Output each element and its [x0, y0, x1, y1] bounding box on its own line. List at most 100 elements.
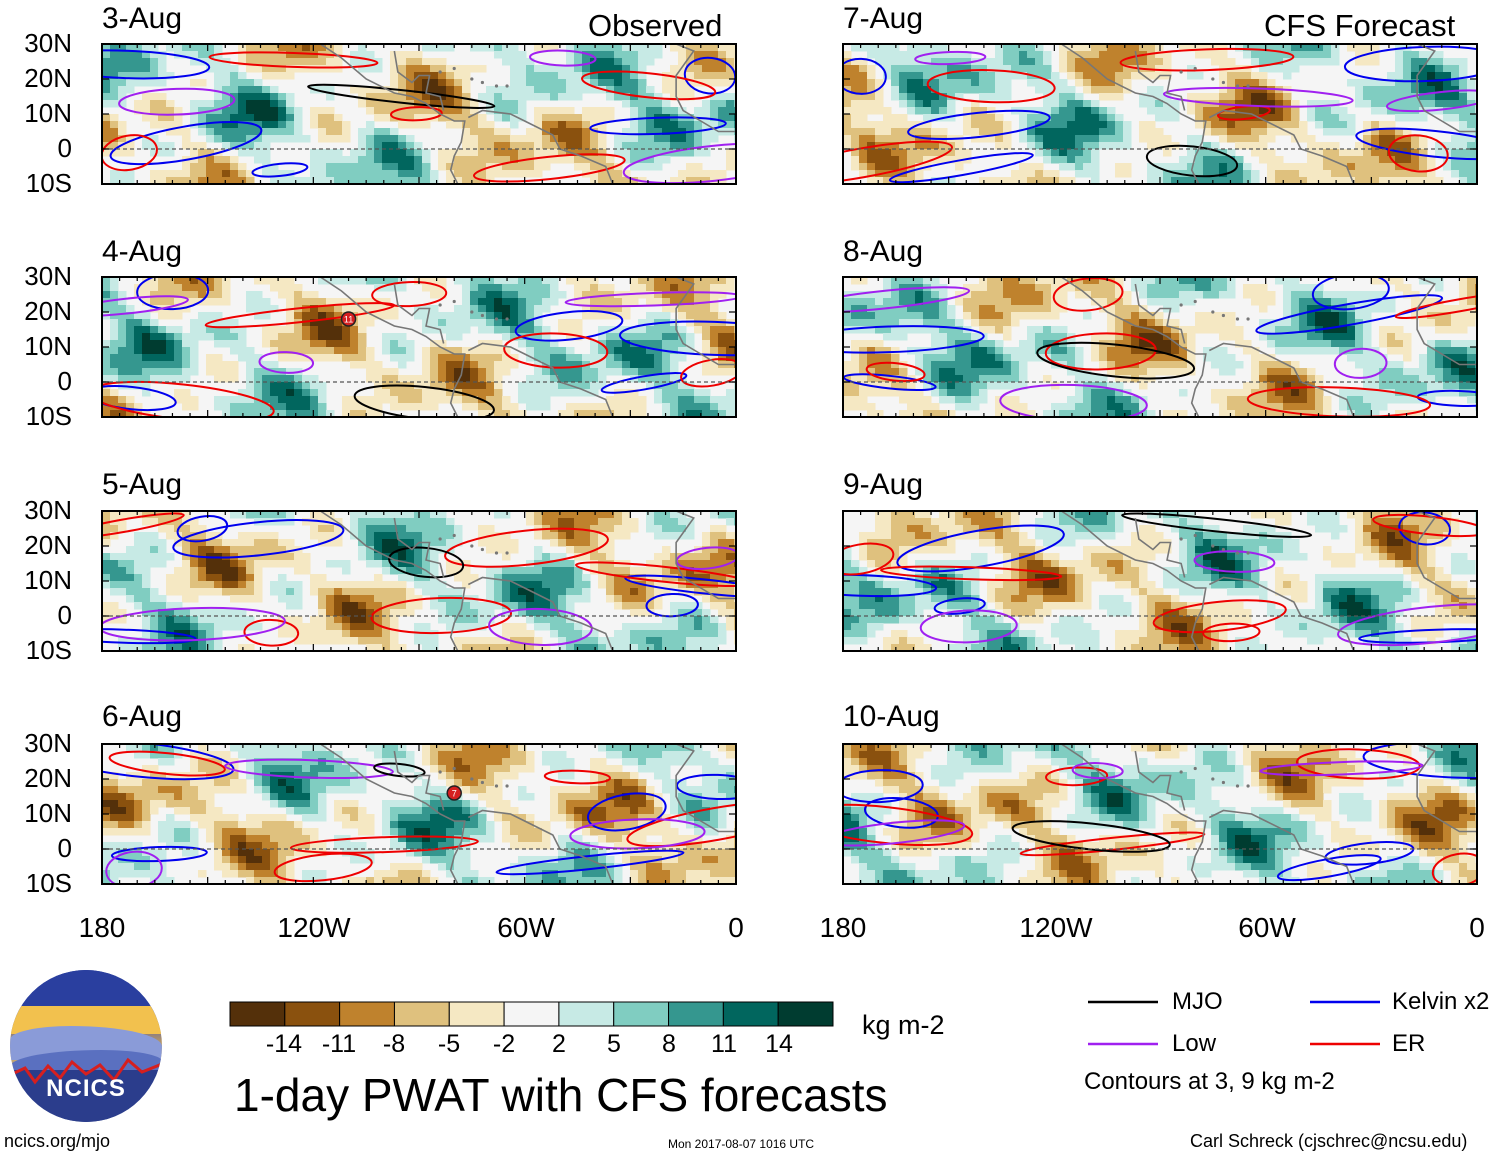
pwat-cell: [302, 396, 311, 404]
pwat-cell: [166, 375, 175, 383]
pwat-cell: [126, 644, 135, 651]
pwat-cell: [446, 863, 455, 871]
pwat-cell: [270, 779, 279, 787]
pwat-cell: [614, 403, 623, 411]
island: [505, 84, 509, 88]
pwat-cell: [494, 602, 503, 610]
pwat-cell: [198, 574, 207, 582]
pwat-cell: [694, 410, 703, 417]
pwat-cell: [142, 65, 151, 73]
pwat-cell: [310, 340, 319, 348]
pwat-cell: [190, 574, 199, 582]
pwat-cell: [502, 821, 511, 829]
pwat-cell: [318, 630, 327, 638]
pwat-cell: [142, 567, 151, 575]
pwat-cell: [430, 305, 439, 313]
pwat-cell: [446, 149, 455, 157]
pwat-cell: [142, 751, 151, 759]
pwat-cell: [590, 114, 599, 122]
wave-contour: [118, 87, 236, 116]
pwat-cell: [158, 170, 167, 178]
pwat-cell: [630, 284, 639, 292]
pwat-cell: [326, 319, 335, 327]
pwat-cell: [630, 567, 639, 575]
pwat-cell: [654, 581, 663, 589]
pwat-cell: [334, 772, 343, 780]
pwat-cell: [222, 368, 231, 376]
pwat-cell: [206, 567, 215, 575]
pwat-cell: [406, 821, 415, 829]
pwat-cell: [726, 44, 735, 52]
pwat-cell: [230, 177, 239, 184]
pwat-cell: [654, 849, 663, 857]
pwat-cell: [694, 319, 703, 327]
pwat-cell: [310, 382, 319, 390]
pwat-cell: [494, 305, 503, 313]
pwat-cell: [614, 772, 623, 780]
pwat-cell: [606, 835, 615, 843]
pwat-cell: [110, 170, 119, 178]
pwat-cell: [214, 539, 223, 547]
pwat-cell: [374, 163, 383, 171]
pwat-cell: [190, 326, 199, 334]
pwat-cell: [518, 644, 527, 651]
pwat-cell: [462, 86, 471, 94]
pwat-cell: [694, 758, 703, 766]
pwat-cell: [702, 567, 711, 575]
pwat-cell: [638, 751, 647, 759]
pwat-cell: [622, 644, 631, 651]
pwat-cell: [374, 65, 383, 73]
pwat-cell: [390, 396, 399, 404]
pwat-cell: [726, 835, 735, 843]
pwat-cell: [550, 340, 559, 348]
pwat-cell: [166, 800, 175, 808]
pwat-cell: [582, 312, 591, 320]
pwat-cell: [310, 581, 319, 589]
pwat-cell: [606, 567, 615, 575]
pwat-cell: [542, 163, 551, 171]
pwat-cell: [390, 525, 399, 533]
pwat-cell: [678, 616, 687, 624]
pwat-cell: [238, 856, 247, 864]
pwat-cell: [566, 518, 575, 526]
pwat-cell: [438, 616, 447, 624]
island: [505, 317, 509, 321]
pwat-cell: [670, 581, 679, 589]
pwat-cell: [702, 807, 711, 815]
pwat-cell: [238, 779, 247, 787]
pwat-cell: [166, 121, 175, 129]
pwat-cell: [454, 65, 463, 73]
pwat-cell: [510, 623, 519, 631]
pwat-cell: [406, 574, 415, 582]
pwat-cell: [398, 609, 407, 617]
pwat-cell: [238, 532, 247, 540]
pwat-cell: [150, 800, 159, 808]
pwat-cell: [262, 298, 271, 306]
pwat-cell: [198, 567, 207, 575]
pwat-cell: [310, 305, 319, 313]
pwat-cell: [342, 765, 351, 773]
pwat-cell: [654, 821, 663, 829]
pwat-cell: [486, 779, 495, 787]
pwat-cell: [286, 333, 295, 341]
pwat-cell: [262, 744, 271, 752]
pwat-cell: [654, 751, 663, 759]
pwat-cell: [486, 291, 495, 299]
pwat-cell: [254, 567, 263, 575]
pwat-cell: [174, 347, 183, 355]
pwat-cell: [558, 291, 567, 299]
pwat-cell: [214, 326, 223, 334]
pwat-cell: [238, 347, 247, 355]
pwat-cell: [414, 79, 423, 87]
pwat-cell: [422, 779, 431, 787]
pwat-cell: [678, 354, 687, 362]
pwat-cell: [166, 793, 175, 801]
pwat-cell: [310, 170, 319, 178]
pwat-cell: [430, 511, 439, 519]
pwat-cell: [310, 396, 319, 404]
pwat-cell: [190, 368, 199, 376]
pwat-cell: [430, 354, 439, 362]
pwat-cell: [630, 142, 639, 150]
pwat-cell: [510, 121, 519, 129]
pwat-cell: [286, 546, 295, 554]
